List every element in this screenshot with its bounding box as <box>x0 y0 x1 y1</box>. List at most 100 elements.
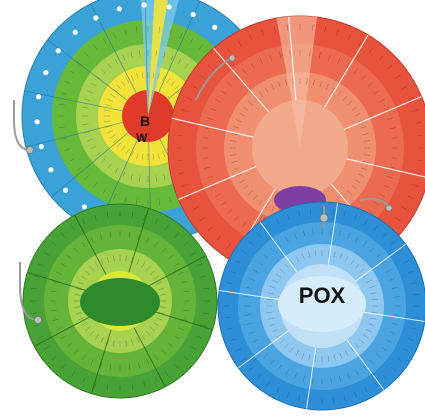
wheel-text-hatch <box>391 157 398 159</box>
wheel-text-hatch <box>332 208 335 215</box>
wheel-text-hatch <box>81 354 86 361</box>
wheel-text-hatch <box>116 84 122 90</box>
wheel-text-hatch <box>157 152 160 159</box>
ring-dot <box>166 4 172 10</box>
wheel-text-hatch <box>294 373 297 380</box>
pox-wheel: POX <box>217 201 425 411</box>
wheel-text-hatch <box>369 359 374 365</box>
wheel-text-hatch <box>366 329 372 333</box>
wheel-text-hatch <box>355 369 359 376</box>
wheel-text-hatch <box>165 225 169 231</box>
wheel-text-hatch <box>272 329 278 333</box>
wheel-text-hatch <box>130 173 133 180</box>
wheel-text-hatch <box>319 81 322 88</box>
wheel-text-hatch <box>121 80 126 87</box>
wheel-text-hatch <box>327 355 329 362</box>
wheel-text-hatch <box>279 338 285 344</box>
wheel-text-hatch <box>298 210 301 217</box>
wheel-text-hatch <box>266 311 273 313</box>
wheel-text-hatch <box>179 32 183 39</box>
wheel-text-hatch <box>82 377 86 383</box>
wheel-text-hatch <box>261 29 264 36</box>
wheel-text-hatch <box>287 391 290 398</box>
wheel-text-hatch <box>230 140 237 142</box>
wheel-text-hatch <box>269 285 276 289</box>
wheel-text-hatch <box>128 364 131 371</box>
wheel-text-hatch <box>359 338 365 344</box>
wheel-text-hatch <box>176 134 183 136</box>
wheel-text-hatch <box>363 140 370 142</box>
wheel-text-hatch <box>289 347 294 353</box>
wheel-text-hatch <box>390 240 396 246</box>
wheel-text-hatch <box>364 219 368 225</box>
wheel-text-hatch <box>241 250 247 254</box>
wheel-text-hatch <box>173 262 180 267</box>
wheel-text-hatch <box>136 337 140 343</box>
wheel-text-hatch <box>308 251 311 258</box>
wheel-text-hatch <box>154 354 159 361</box>
wheel-text-hatch <box>141 334 146 340</box>
wheel-text-hatch <box>143 381 146 388</box>
wheel-text-hatch <box>168 342 174 348</box>
wheel-text-hatch <box>383 107 390 111</box>
wheel-text-hatch <box>389 331 396 334</box>
wheel-text-hatch <box>234 75 239 80</box>
wheel-text-hatch <box>181 109 188 112</box>
wheel-text-hatch <box>60 364 66 370</box>
wheel-text-hatch <box>136 199 138 206</box>
wheel-text-hatch <box>393 314 400 316</box>
wheel-text-hatch <box>379 193 385 198</box>
wheel-text-hatch <box>301 352 305 359</box>
wheel-text-hatch <box>137 362 140 369</box>
wheel-spoke <box>259 222 298 273</box>
wheel-text-hatch <box>203 287 210 290</box>
wheel-text-hatch <box>136 26 138 33</box>
wheel-text-hatch <box>270 359 275 365</box>
rivets <box>26 54 393 324</box>
wheel-text-hatch <box>395 74 401 79</box>
wheel-text-hatch <box>81 275 87 280</box>
wheel-text-hatch <box>76 61 82 66</box>
wheel-text-hatch <box>230 338 237 341</box>
wheel-text-hatch <box>338 230 341 237</box>
wheel-text-hatch <box>270 247 275 253</box>
ring-dot <box>55 48 61 54</box>
wheel-text-hatch <box>146 266 151 271</box>
wheel-text-hatch <box>159 294 166 296</box>
wheel-text-hatch <box>368 323 375 327</box>
wheel-text-hatch <box>224 293 231 296</box>
wheel-text-hatch <box>248 366 254 372</box>
wheel-text-hatch <box>387 176 394 179</box>
wheel-text-hatch <box>234 216 239 221</box>
wheel-text-hatch <box>397 358 403 362</box>
wheel-text-hatch <box>385 339 392 343</box>
wheel-text-hatch <box>368 82 373 87</box>
wheel-text-hatch <box>354 263 360 269</box>
wheel-text-hatch <box>276 219 280 225</box>
wheel-text-hatch <box>284 343 290 349</box>
wheel-text-hatch <box>381 261 387 266</box>
wheel-text-hatch <box>162 75 166 81</box>
wheel-text-hatch <box>74 306 81 308</box>
wheel-text-hatch <box>362 365 367 371</box>
wheel-text-hatch <box>374 90 380 95</box>
wheel-text-hatch <box>382 232 388 238</box>
wheel-text-hatch <box>181 318 188 321</box>
wheel-text-hatch <box>363 154 370 156</box>
wheel-text-hatch <box>266 381 270 387</box>
wheel-text-hatch <box>375 353 381 358</box>
wheel-text-hatch <box>169 197 172 203</box>
wheel-text-hatch <box>170 80 175 87</box>
wheel-text-hatch <box>64 81 71 85</box>
wheel-text-hatch <box>106 256 109 263</box>
wheel-text-hatch <box>150 327 155 332</box>
wheel-text-hatch <box>385 269 392 273</box>
wheel-text-hatch <box>248 278 255 281</box>
wheel-text-hatch <box>189 37 194 44</box>
wheel-text-hatch <box>276 387 280 393</box>
wheel-text-hatch <box>360 167 367 170</box>
wheel-text-hatch <box>94 262 99 268</box>
wheel-text-hatch <box>162 151 166 157</box>
wheel-text-hatch <box>81 322 87 327</box>
wheel-text-hatch <box>370 317 377 320</box>
